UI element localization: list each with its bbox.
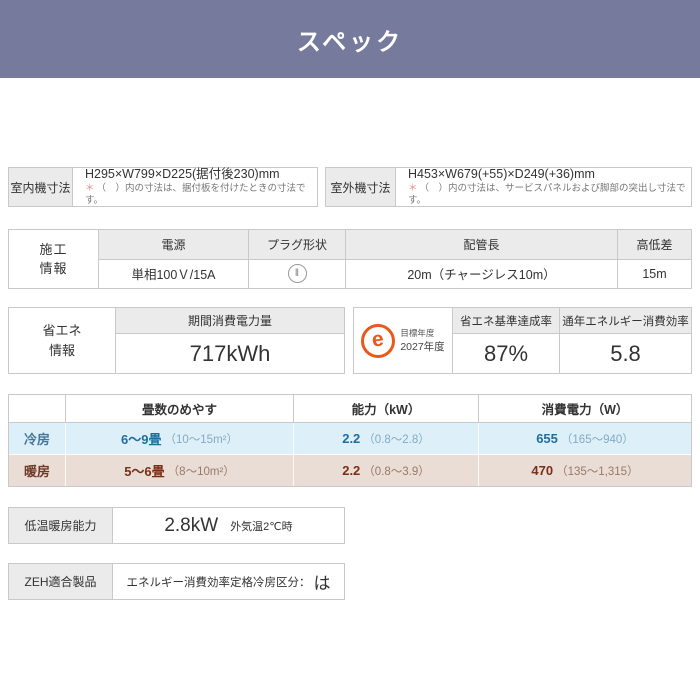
energy-info-label: 省エネ 情報	[9, 308, 116, 373]
target-year-label: 目標年度 2027年度	[400, 328, 445, 353]
outdoor-dimensions-table: 室外機寸法 H453×W679(+55)×D249(+36)mm ＊（ ）内の寸…	[325, 167, 692, 207]
zeh-class-value: は	[313, 574, 331, 593]
construction-info-table: 施工 情報 電源 単相100Ｖ/15A プラグ形状 ‖ 配管長 20m（チャージ…	[8, 229, 692, 289]
outdoor-dimensions-label: 室外機寸法	[326, 168, 396, 206]
energy-label-line1: 省エネ	[42, 323, 82, 338]
power-column: 電源 単相100Ｖ/15A	[99, 230, 249, 288]
empty-header-cell	[9, 395, 66, 422]
spec-content: 室内機寸法 H295×W799×D225(据付後230)mm ＊（ ）内の寸法は…	[0, 167, 700, 600]
note-asterisk: ＊	[408, 183, 418, 195]
heating-capacity-cell: 2.2 （0.8〜3.9）	[294, 455, 479, 486]
indoor-dimensions-value-cell: H295×W799×D225(据付後230)mm ＊（ ）内の寸法は、据付板を付…	[73, 167, 317, 208]
low-temp-heating-condition: 外気温2℃時	[230, 520, 293, 533]
seasonal-consumption-column: 期間消費電力量 717kWh	[116, 308, 344, 373]
achievement-header: 省エネ基準達成率	[453, 308, 559, 334]
plug-shape-value: ‖	[249, 259, 345, 288]
capacity-table: 畳数のめやす 能力（kW） 消費電力（W） 冷房 6〜9畳 （10〜15m²） …	[8, 394, 692, 487]
plug-type-icon: ‖	[287, 264, 307, 284]
plug-shape-header: プラグ形状	[249, 230, 345, 260]
achievement-value: 87%	[483, 340, 529, 366]
height-diff-column: 高低差 15m	[618, 230, 691, 288]
zeh-table: ZEH適合製品 エネルギー消費効率定格冷房区分： は	[8, 563, 345, 600]
indoor-dimensions-table: 室内機寸法 H295×W799×D225(据付後230)mm ＊（ ）内の寸法は…	[8, 167, 318, 207]
indoor-dimensions-label: 室内機寸法	[9, 168, 73, 206]
seasonal-consumption-header: 期間消費電力量	[116, 308, 344, 334]
height-diff-header: 高低差	[618, 230, 691, 260]
outdoor-dimensions-value: H453×W679(+55)×D249(+36)mm	[408, 167, 595, 182]
cooling-tatami-cell: 6〜9畳 （10〜15m²）	[66, 423, 294, 454]
cooling-capacity-cell: 2.2 （0.8〜2.8）	[294, 423, 479, 454]
pipe-length-value: 20m（チャージレス10m）	[346, 259, 617, 288]
construction-info-label: 施工 情報	[9, 230, 99, 288]
energy-target-cell: e 目標年度 2027年度	[354, 308, 453, 373]
energy-saving-mark-icon: e	[361, 323, 396, 358]
pipe-length-header: 配管長	[346, 230, 617, 260]
power-value: 単相100Ｖ/15A	[99, 259, 248, 288]
energy-label-line2: 情報	[48, 342, 75, 358]
apf-header: 通年エネルギー消費効率	[560, 308, 691, 334]
table-row-heating: 暖房 5〜6畳 （8〜10m²） 2.2 （0.8〜3.9） 470 （135〜…	[9, 454, 691, 486]
note-asterisk: ＊	[85, 183, 95, 195]
energy-info-table: 省エネ 情報 期間消費電力量 717kWh	[8, 307, 345, 374]
energy-saving-row: 省エネ 情報 期間消費電力量 717kWh e 目標年度 2027年度 省エネ基…	[8, 307, 692, 374]
low-temp-heating-table: 低温暖房能力 2.8kW 外気温2℃時	[8, 507, 345, 544]
apf-column: 通年エネルギー消費効率 5.8	[560, 308, 691, 373]
seasonal-consumption-value: 717kWh	[189, 340, 271, 366]
height-diff-value: 15m	[618, 259, 691, 288]
power-consumption-header: 消費電力（W）	[541, 403, 629, 417]
plug-column: プラグ形状 ‖	[249, 230, 346, 288]
power-header: 電源	[99, 230, 248, 260]
construction-label-line2: 情報	[39, 261, 68, 276]
dimensions-row: 室内機寸法 H295×W799×D225(据付後230)mm ＊（ ）内の寸法は…	[8, 167, 692, 207]
outdoor-dimensions-value-cell: H453×W679(+55)×D249(+36)mm ＊（ ）内の寸法は、サービ…	[396, 167, 691, 208]
table-row-cooling: 冷房 6〜9畳 （10〜15m²） 2.2 （0.8〜2.8） 655 （165…	[9, 423, 691, 454]
low-temp-heating-value-cell: 2.8kW 外気温2℃時	[113, 508, 344, 543]
zeh-label: ZEH適合製品	[9, 564, 113, 599]
indoor-dimensions-value: H295×W799×D225(据付後230)mm	[85, 167, 280, 182]
outdoor-note-text: （ ）内の寸法は、サービスパネルおよび脚部の突出し寸法です。	[408, 183, 686, 207]
achievement-column: 省エネ基準達成率 87%	[453, 308, 560, 373]
heating-row-label: 暖房	[9, 455, 66, 486]
outdoor-dimensions-note: ＊（ ）内の寸法は、サービスパネルおよび脚部の突出し寸法です。	[408, 183, 691, 208]
capacity-table-header-row: 畳数のめやす 能力（kW） 消費電力（W）	[9, 395, 691, 423]
low-temp-heating-value: 2.8kW	[164, 514, 219, 536]
energy-rating-table: e 目標年度 2027年度 省エネ基準達成率 87% 通年エネルギー消費効率 5…	[353, 307, 692, 374]
pipe-length-column: 配管長 20m（チャージレス10m）	[346, 230, 618, 288]
heating-power-cell: 470 （135〜1,315）	[531, 463, 639, 478]
zeh-text: エネルギー消費効率定格冷房区分：	[126, 576, 311, 589]
section-header: スペック	[0, 0, 700, 78]
low-temp-heating-label: 低温暖房能力	[9, 508, 113, 543]
indoor-note-text: （ ）内の寸法は、据付板を付けたときの寸法です。	[85, 183, 306, 207]
cooling-power-cell: 655 （165〜940）	[536, 431, 634, 446]
apf-value: 5.8	[610, 340, 641, 366]
heating-tatami-cell: 5〜6畳 （8〜10m²）	[66, 455, 294, 486]
construction-label-line1: 施工	[39, 241, 68, 257]
capacity-header: 能力（kW）	[294, 395, 479, 422]
tatami-header: 畳数のめやす	[66, 395, 294, 422]
indoor-dimensions-note: ＊（ ）内の寸法は、据付板を付けたときの寸法です。	[85, 183, 317, 208]
cooling-row-label: 冷房	[9, 423, 66, 454]
zeh-value-cell: エネルギー消費効率定格冷房区分： は	[113, 564, 344, 599]
page-title: スペック	[296, 28, 404, 56]
